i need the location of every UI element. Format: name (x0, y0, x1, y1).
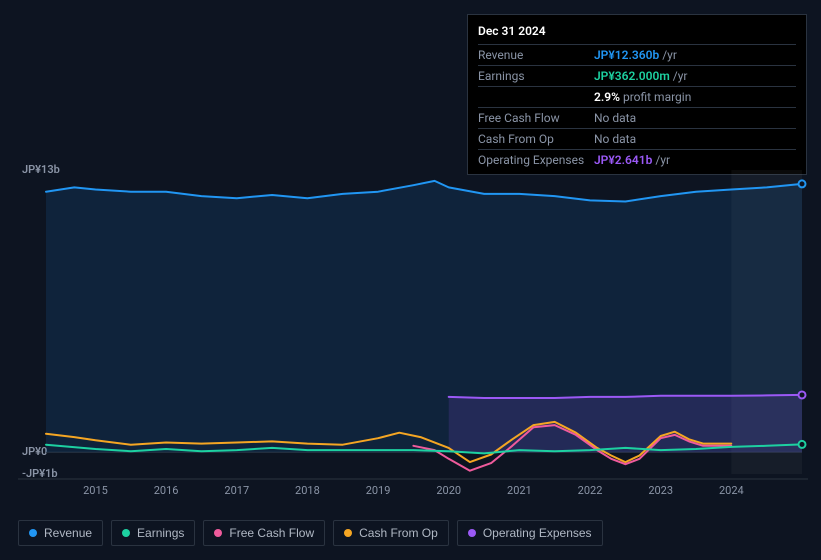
tooltip-row-fcf: Free Cash Flow No data (478, 108, 796, 129)
legend-item-earnings[interactable]: Earnings (111, 520, 195, 546)
x-tick-label: 2021 (507, 484, 532, 497)
legend-dot-icon (468, 529, 476, 537)
x-tick-label: 2015 (83, 484, 108, 497)
legend-label: Earnings (137, 526, 184, 540)
tooltip-row-earnings: Earnings JP¥362.000m/yr (478, 66, 796, 87)
tooltip-label: Earnings (478, 69, 594, 83)
chart-legend: Revenue Earnings Free Cash Flow Cash From O… (18, 520, 603, 546)
tooltip-label: Revenue (478, 48, 594, 62)
legend-label: Operating Expenses (483, 526, 592, 540)
tooltip-value: JP¥362.000m/yr (594, 69, 687, 83)
chart-svg (18, 160, 808, 480)
x-tick-label: 2023 (648, 484, 673, 497)
tooltip-date: Dec 31 2024 (478, 21, 796, 45)
legend-label: Cash From Op (359, 526, 438, 540)
x-tick-label: 2018 (295, 484, 320, 497)
tooltip-value: No data (594, 132, 636, 146)
x-tick-label: 2022 (578, 484, 603, 497)
tooltip-value: No data (594, 111, 636, 125)
legend-dot-icon (344, 529, 352, 537)
financials-chart (18, 160, 808, 500)
legend-item-revenue[interactable]: Revenue (18, 520, 103, 546)
x-tick-label: 2020 (436, 484, 461, 497)
legend-item-fcf[interactable]: Free Cash Flow (203, 520, 325, 546)
x-tick-label: 2024 (719, 484, 744, 497)
tooltip-row-revenue: Revenue JP¥12.360b/yr (478, 45, 796, 66)
legend-label: Revenue (44, 526, 92, 540)
tooltip-profit-margin: 2.9% profit margin (478, 87, 796, 108)
tooltip-row-cfo: Cash From Op No data (478, 129, 796, 150)
chart-tooltip: Dec 31 2024 Revenue JP¥12.360b/yr Earnin… (467, 14, 807, 175)
x-axis-labels: 2015 2016 2017 2018 2019 2020 2021 2022 2023 2024 (18, 484, 808, 500)
legend-dot-icon (214, 529, 222, 537)
tooltip-label: Cash From Op (478, 132, 594, 146)
x-tick-label: 2016 (154, 484, 179, 497)
x-tick-label: 2017 (224, 484, 249, 497)
legend-dot-icon (29, 529, 37, 537)
legend-dot-icon (122, 529, 130, 537)
legend-item-opex[interactable]: Operating Expenses (457, 520, 603, 546)
x-tick-label: 2019 (366, 484, 391, 497)
legend-label: Free Cash Flow (229, 526, 314, 540)
tooltip-value: JP¥12.360b/yr (594, 48, 677, 62)
legend-item-cfo[interactable]: Cash From Op (333, 520, 449, 546)
tooltip-label: Free Cash Flow (478, 111, 594, 125)
